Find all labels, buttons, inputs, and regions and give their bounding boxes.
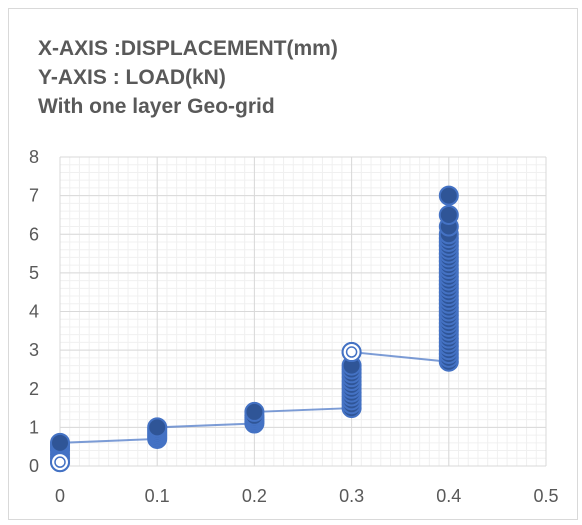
chart-title: X-AXIS :DISPLACEMENT(mm) Y-AXIS : LOAD(k… bbox=[38, 34, 338, 121]
data-point-ring-inner bbox=[54, 456, 66, 468]
x-tick-label: 0.2 bbox=[242, 486, 267, 506]
data-point bbox=[244, 401, 265, 422]
y-tick-label: 7 bbox=[29, 186, 39, 206]
x-axis-tick-labels: 0 0.1 0.2 0.3 0.4 0.5 bbox=[55, 486, 559, 506]
title-line-subtitle: With one layer Geo-grid bbox=[38, 95, 275, 118]
y-tick-label: 6 bbox=[29, 224, 39, 244]
data-point bbox=[50, 432, 70, 453]
x-tick-label: 0.1 bbox=[145, 486, 170, 506]
title-line-x-axis: X-AXIS :DISPLACEMENT(mm) bbox=[38, 37, 338, 60]
y-axis-tick-labels: 0 1 2 3 4 5 6 7 8 bbox=[29, 147, 39, 476]
data-point bbox=[147, 417, 168, 438]
y-tick-label: 3 bbox=[29, 340, 39, 360]
data-point-ring-inner bbox=[345, 346, 358, 358]
x-tick-label: 0.4 bbox=[436, 486, 461, 506]
data-point bbox=[438, 204, 459, 225]
y-tick-label: 5 bbox=[29, 263, 39, 283]
major-gridlines bbox=[59, 156, 547, 467]
y-tick-label: 0 bbox=[29, 456, 39, 476]
y-tick-label: 2 bbox=[29, 379, 39, 399]
x-tick-label: 0 bbox=[55, 486, 65, 506]
title-line-y-axis: Y-AXIS : LOAD(kN) bbox=[38, 66, 226, 89]
data-point bbox=[438, 185, 459, 206]
y-tick-label: 1 bbox=[29, 417, 39, 437]
data-points bbox=[50, 185, 459, 473]
x-tick-label: 0.3 bbox=[339, 486, 364, 506]
y-tick-label: 4 bbox=[29, 302, 39, 322]
data-point-ring bbox=[50, 452, 70, 473]
y-tick-label: 8 bbox=[29, 147, 39, 167]
x-tick-label: 0.5 bbox=[533, 486, 558, 506]
data-point-ring bbox=[341, 342, 362, 363]
